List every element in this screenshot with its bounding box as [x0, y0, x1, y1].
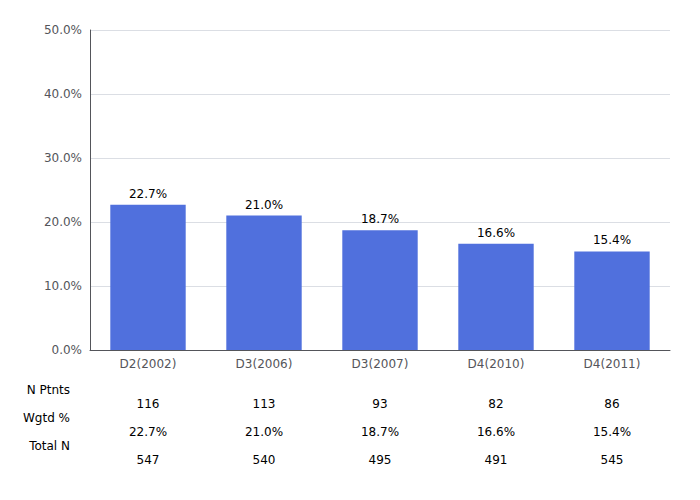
svg-text:116: 116 [137, 397, 160, 411]
svg-text:D4(2010): D4(2010) [468, 357, 525, 371]
svg-text:540: 540 [253, 453, 276, 467]
svg-text:D4(2011): D4(2011) [584, 357, 641, 371]
svg-text:15.4%: 15.4% [593, 425, 631, 439]
svg-text:18.7%: 18.7% [361, 425, 399, 439]
svg-text:40.0%: 40.0% [44, 87, 82, 101]
svg-text:D2(2002): D2(2002) [120, 357, 177, 371]
svg-text:93: 93 [372, 397, 387, 411]
svg-text:15.4%: 15.4% [593, 233, 631, 247]
svg-text:545: 545 [601, 453, 624, 467]
svg-text:22.7%: 22.7% [129, 425, 167, 439]
svg-text:D3(2006): D3(2006) [236, 357, 293, 371]
svg-text:18.7%: 18.7% [361, 212, 399, 226]
svg-text:495: 495 [369, 453, 392, 467]
svg-text:50.0%: 50.0% [44, 23, 82, 37]
svg-text:Wgtd %: Wgtd % [23, 411, 70, 425]
svg-text:16.6%: 16.6% [477, 425, 515, 439]
svg-text:20.0%: 20.0% [44, 215, 82, 229]
svg-text:547: 547 [137, 453, 160, 467]
svg-text:86: 86 [604, 397, 619, 411]
svg-text:N Ptnts: N Ptnts [27, 383, 70, 397]
svg-text:30.0%: 30.0% [44, 151, 82, 165]
svg-text:113: 113 [253, 397, 276, 411]
svg-text:82: 82 [488, 397, 503, 411]
svg-text:0.0%: 0.0% [52, 343, 83, 357]
svg-text:22.7%: 22.7% [129, 187, 167, 201]
svg-text:D3(2007): D3(2007) [352, 357, 409, 371]
svg-text:21.0%: 21.0% [245, 425, 283, 439]
svg-text:16.6%: 16.6% [477, 226, 515, 240]
svg-text:491: 491 [485, 453, 508, 467]
svg-text:21.0%: 21.0% [245, 198, 283, 212]
svg-text:10.0%: 10.0% [44, 279, 82, 293]
svg-text:Total N: Total N [28, 439, 70, 453]
